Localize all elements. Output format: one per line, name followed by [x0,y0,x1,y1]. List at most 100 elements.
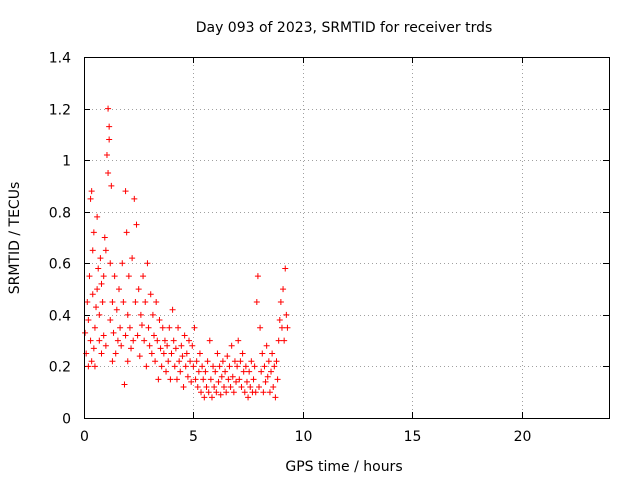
data-point [99,298,106,305]
y-tick-label: 1 [62,154,71,170]
data-point [215,378,222,385]
data-point [134,332,141,339]
data-point [166,324,173,331]
data-point [237,358,244,365]
data-point [157,345,164,352]
data-point [200,376,207,383]
data-point [248,358,255,365]
data-point [223,389,230,396]
data-point [258,368,265,375]
data-point [132,298,139,305]
data-point [161,337,168,344]
data-point [171,363,178,370]
data-point [84,298,91,305]
data-point [196,350,203,357]
data-point [122,332,129,339]
data-point [245,394,252,401]
data-point [147,291,154,298]
data-point [181,332,188,339]
y-tick-label: 0.4 [49,309,71,325]
data-point [128,345,135,352]
data-point [109,298,116,305]
data-point [182,363,189,370]
data-point [168,350,175,357]
data-point [103,151,110,158]
data-point [135,286,142,293]
y-tick-label: 1.4 [49,51,71,67]
data-point [113,306,120,313]
data-point [96,337,103,344]
data-point [137,311,144,318]
data-point [109,358,116,365]
data-point [203,384,210,391]
data-point [175,324,182,331]
data-point [173,376,180,383]
data-point [170,337,177,344]
data-point [90,345,97,352]
data-point [189,342,196,349]
data-point [160,350,167,357]
data-point [90,229,97,236]
data-point [242,363,249,370]
data-point [192,376,199,383]
data-point [207,376,214,383]
data-point [143,363,150,370]
data-point [178,342,185,349]
data-point [199,363,206,370]
plot-frame [84,57,610,419]
data-point [96,311,103,318]
data-point [222,368,229,375]
data-point [280,286,287,293]
data-point [125,273,132,280]
data-point [169,306,176,313]
data-point [133,221,140,228]
data-point [186,337,192,344]
data-point [89,291,96,298]
data-point [95,265,102,272]
data-point [140,273,147,280]
data-point [88,188,95,195]
data-point [131,195,138,202]
data-point [283,311,290,318]
data-point [234,363,241,370]
data-point [260,389,267,396]
data-point [219,358,226,365]
data-point [108,182,115,189]
data-point [231,358,238,365]
data-point [218,373,225,380]
data-point [100,332,107,339]
data-point [281,337,288,344]
data-point [101,234,108,241]
x-tick-label: 10 [295,429,313,445]
data-point [158,363,165,370]
data-point [117,324,124,331]
data-point [98,280,105,287]
data-point [123,229,130,236]
data-point [163,368,170,375]
data-point [254,273,261,280]
data-point [277,298,284,305]
data-point [214,350,221,357]
tick-labels: 0 5 10 15 20 0 0.2 0.4 0.6 0.8 1 1.2 1.4 [49,51,532,446]
data-point [151,332,157,339]
data-point [211,384,218,391]
data-point [191,324,198,331]
data-point [268,368,275,375]
data-point [201,394,208,401]
data-point [110,329,117,336]
data-point [246,368,253,375]
data-point [265,358,272,365]
data-point [111,273,118,280]
data-point [120,298,127,305]
data-point [206,337,213,344]
data-point [91,363,98,370]
data-point [97,255,104,262]
data-points [82,105,291,401]
data-point [136,353,143,360]
data-point [129,255,136,262]
data-point [126,324,133,331]
data-point [85,317,92,324]
data-point [159,324,166,331]
data-point [164,342,171,349]
